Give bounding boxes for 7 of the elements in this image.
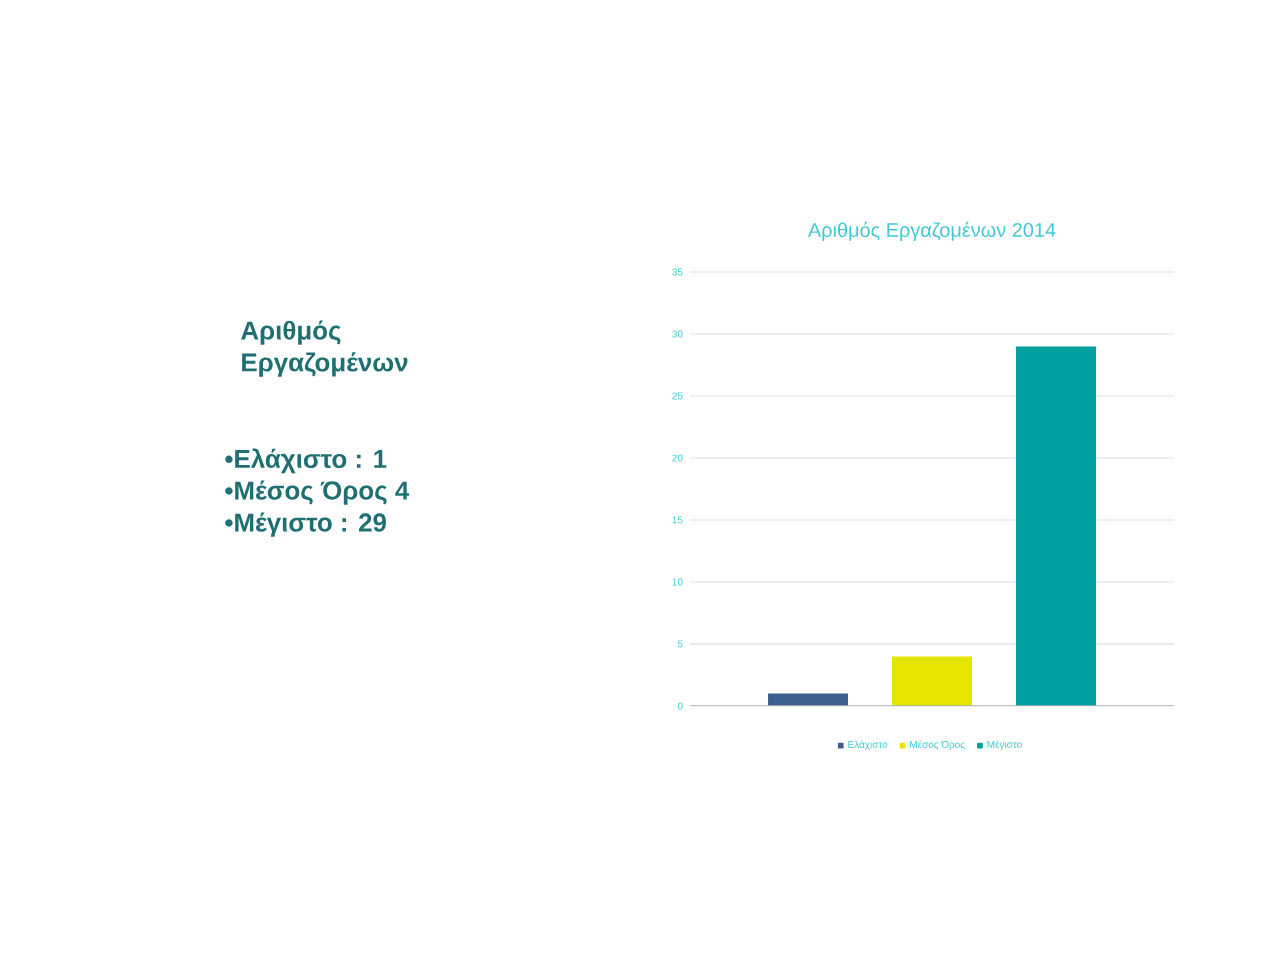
bar [1016,346,1097,706]
text: •Μέγιστο : 29 [225,512,386,537]
text: •Μέσος Όρος 4 [225,480,410,505]
chart-title: Αριθμός Εργαζομένων 2014 [807,221,1056,241]
text: •Ελάχιστο : 1 [225,448,387,474]
text: Αριθμός Εργαζομένων [241,320,408,377]
bar [892,656,973,706]
